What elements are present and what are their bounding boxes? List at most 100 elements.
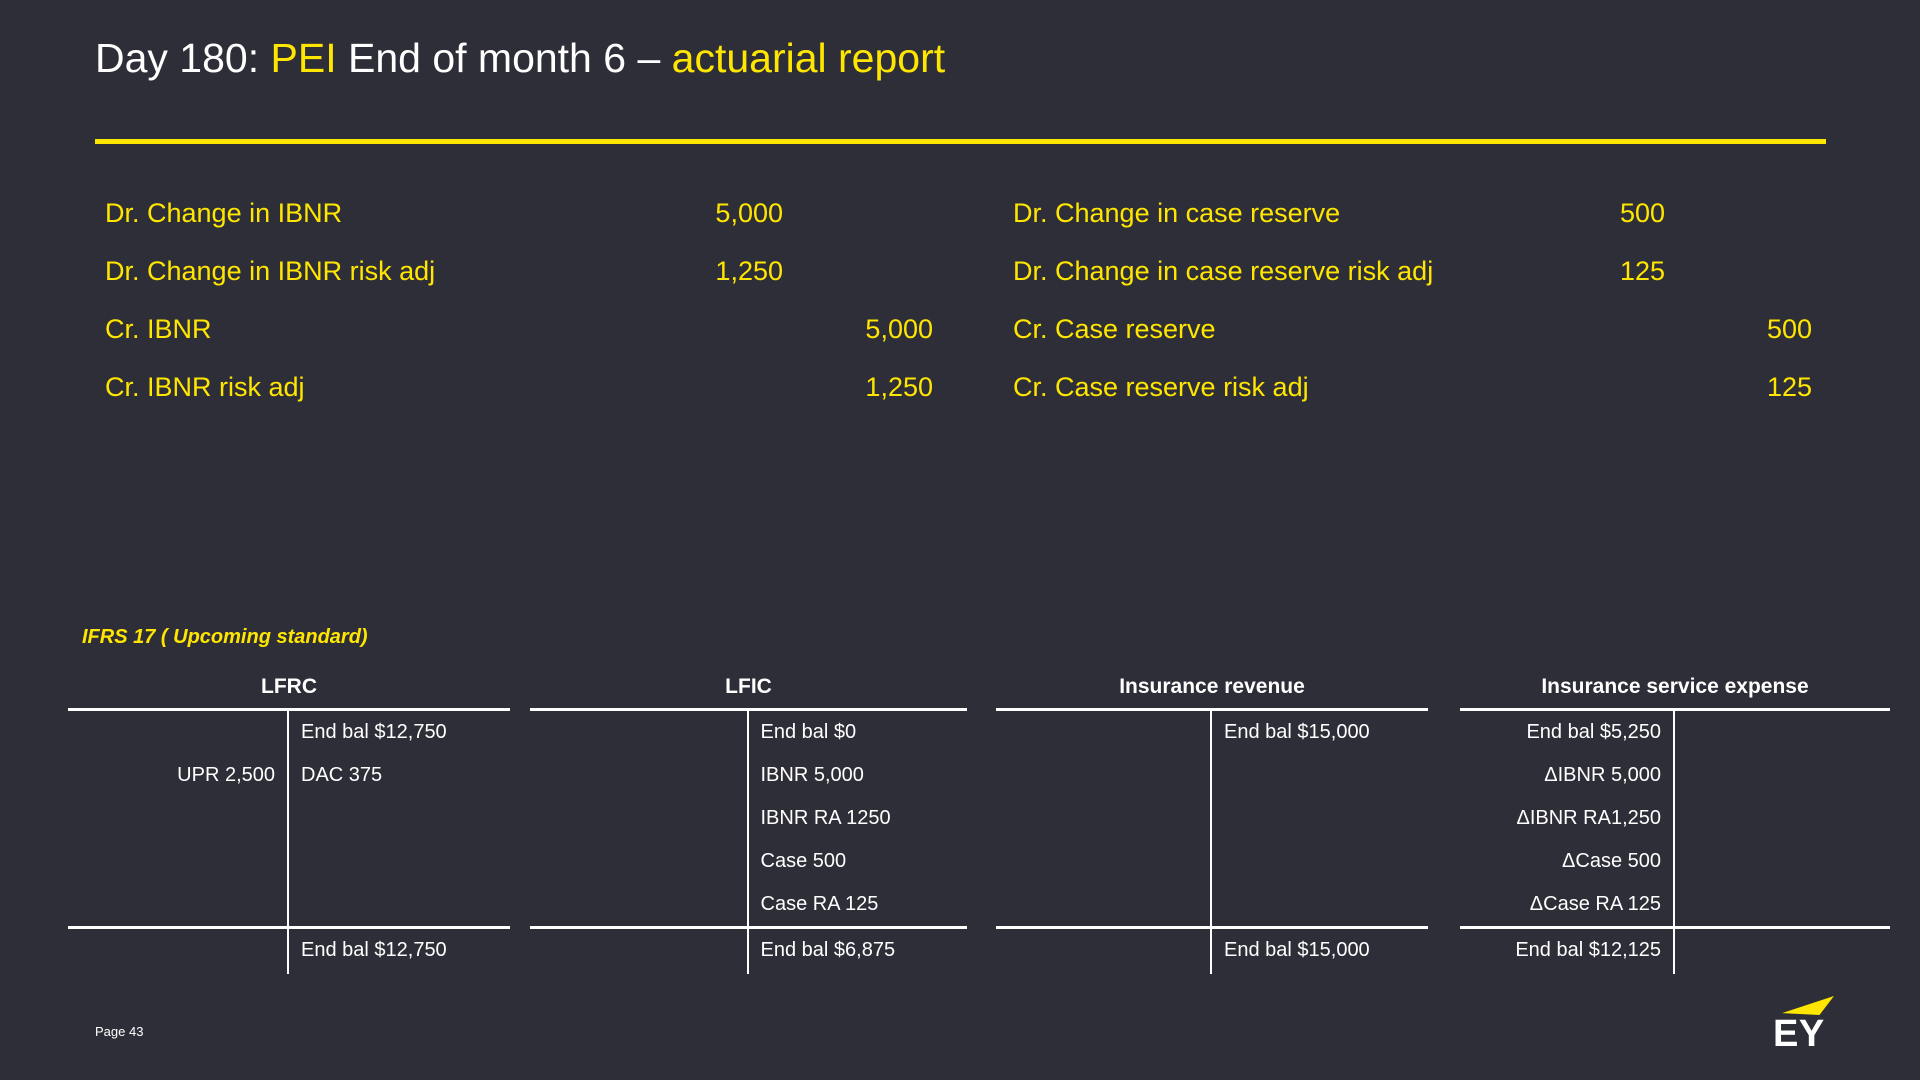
t-credit-cell (1675, 754, 1890, 797)
t-account-body: End bal $12,750 UPR 2,500 DAC 375 (68, 708, 510, 926)
t-credit-cell (1675, 797, 1890, 840)
journal-credit-amount: 500 (1766, 313, 1812, 344)
slide-title: Day 180: PEI End of month 6 – actuarial … (95, 30, 945, 86)
t-debit-cell (996, 883, 1212, 926)
t-debit-cell (68, 797, 289, 840)
journal-entries-case-reserve: Dr. Change in case reserve 500 Dr. Chang… (1013, 184, 1812, 416)
t-credit-cell: End bal $0 (760, 721, 857, 743)
journal-account-label: Cr. IBNR (105, 313, 212, 344)
t-debit-cell: ΔCase 500 (1460, 840, 1675, 883)
ey-logo: EY (1773, 996, 1837, 1053)
t-account-row (996, 840, 1428, 883)
t-account-footer: End bal $12,125 (1460, 926, 1890, 974)
journal-debit-amount: 1,250 (715, 255, 783, 286)
t-credit-cell: IBNR 5,000 (760, 764, 864, 786)
journal-debit-amount: 500 (1619, 197, 1665, 228)
title-part-day: Day 180: (95, 35, 271, 81)
t-credit-cell: Case 500 (760, 850, 847, 872)
ey-beam-icon (1782, 996, 1834, 1015)
journal-row: Cr. Case reserve risk adj 125 (1013, 358, 1812, 416)
title-part-pei: PEI (270, 35, 337, 81)
journal-account-label: Dr. Change in case reserve risk adj (1013, 255, 1434, 286)
page-number-label: Page 43 (95, 1024, 144, 1039)
journal-row: Cr. Case reserve 500 (1013, 300, 1812, 358)
t-credit-cell (289, 883, 510, 926)
t-account-body: End bal $15,000 (996, 708, 1428, 926)
t-account-title: LFIC (725, 675, 772, 698)
t-credit-cell (1212, 883, 1428, 926)
t-account-lfrc: LFRC End bal $12,750 UPR 2,500 DAC 375 E… (68, 672, 510, 974)
journal-account-label: Dr. Change in IBNR (105, 197, 343, 228)
t-debit-cell (530, 711, 749, 754)
journal-account-label: Cr. IBNR risk adj (105, 371, 305, 402)
t-debit-cell (530, 929, 749, 974)
t-account-row (996, 754, 1428, 797)
t-debit-cell: ΔIBNR RA1,250 (1460, 797, 1675, 840)
t-account-row: End bal $15,000 (996, 929, 1428, 974)
t-credit-cell (1675, 929, 1890, 974)
t-debit-cell (68, 711, 289, 754)
t-credit-cell: Case RA 125 (760, 893, 879, 915)
t-debit-cell: End bal $5,250 (1460, 711, 1675, 754)
t-debit-cell (996, 797, 1212, 840)
t-credit-cell: End bal $15,000 (1224, 721, 1370, 743)
t-account-row: IBNR RA 1250 (530, 797, 967, 840)
t-debit-cell: UPR 2,500 (68, 754, 289, 797)
t-debit-cell (996, 754, 1212, 797)
t-account-footer: End bal $12,750 (68, 926, 510, 974)
journal-debit-amount: 125 (1619, 255, 1665, 286)
t-account-title: Insurance revenue (1119, 675, 1305, 698)
t-account-row: End bal $12,750 (68, 929, 510, 974)
t-account-footer: End bal $6,875 (530, 926, 967, 974)
ifrs17-standard-label: IFRS 17 ( Upcoming standard) (82, 626, 368, 648)
t-account-row: Case 500 (530, 840, 967, 883)
t-debit-cell (68, 929, 289, 974)
t-account-row: UPR 2,500 DAC 375 (68, 754, 510, 797)
t-account-row: End bal $5,250 (1460, 711, 1890, 754)
t-account-row: Case RA 125 (530, 883, 967, 926)
t-account-row: End bal $15,000 (996, 711, 1428, 754)
journal-account-label: Cr. Case reserve risk adj (1013, 371, 1309, 402)
t-debit-cell (530, 840, 749, 883)
t-credit-cell (1675, 711, 1890, 754)
journal-credit-amount: 125 (1766, 371, 1812, 402)
t-account-row: End bal $12,125 (1460, 929, 1890, 974)
journal-account-label: Cr. Case reserve (1013, 313, 1216, 344)
journal-row: Dr. Change in case reserve risk adj 125 (1013, 242, 1812, 300)
t-account-row (68, 797, 510, 840)
t-account-row: End bal $6,875 (530, 929, 967, 974)
t-account-body: End bal $0 IBNR 5,000 IBNR RA 1250 Case … (530, 708, 967, 926)
journal-debit-amount: 5,000 (715, 197, 783, 228)
t-credit-cell: End bal $12,750 (301, 721, 447, 743)
journal-credit-amount: 1,250 (865, 371, 933, 402)
t-debit-cell: ΔCase RA 125 (1460, 883, 1675, 926)
t-account-row (996, 883, 1428, 926)
t-account-title: Insurance service expense (1541, 675, 1809, 698)
t-credit-cell: End bal $6,875 (760, 939, 896, 961)
title-part-month: End of month 6 – (336, 35, 672, 81)
t-account-row: ΔCase RA 125 (1460, 883, 1890, 926)
t-credit-cell (1212, 797, 1428, 840)
t-account-row: ΔIBNR 5,000 (1460, 754, 1890, 797)
t-debit-cell: ΔIBNR 5,000 (1460, 754, 1675, 797)
ey-logo-text: EY (1773, 1013, 1825, 1055)
t-account-row: ΔIBNR RA1,250 (1460, 797, 1890, 840)
t-credit-cell (1675, 883, 1890, 926)
t-credit-cell: End bal $12,750 (301, 939, 447, 961)
t-debit-cell (68, 840, 289, 883)
t-debit-cell (996, 840, 1212, 883)
t-credit-cell: IBNR RA 1250 (760, 807, 891, 829)
journal-row: Cr. IBNR 5,000 (105, 300, 933, 358)
t-account-footer: End bal $15,000 (996, 926, 1428, 974)
t-account-row: End bal $12,750 (68, 711, 510, 754)
t-account-insurance-service-expense: Insurance service expense End bal $5,250… (1460, 672, 1890, 974)
journal-credit-amount: 5,000 (865, 313, 933, 344)
journal-row: Dr. Change in IBNR 5,000 (105, 184, 933, 242)
t-account-insurance-revenue: Insurance revenue End bal $15,000 End ba… (996, 672, 1428, 974)
t-account-row: End bal $0 (530, 711, 967, 754)
title-divider-line (95, 139, 1826, 144)
journal-row: Dr. Change in IBNR risk adj 1,250 (105, 242, 933, 300)
t-account-title: LFRC (261, 675, 317, 698)
t-account-body: End bal $5,250 ΔIBNR 5,000 ΔIBNR RA1,250… (1460, 708, 1890, 926)
t-account-row (68, 883, 510, 926)
